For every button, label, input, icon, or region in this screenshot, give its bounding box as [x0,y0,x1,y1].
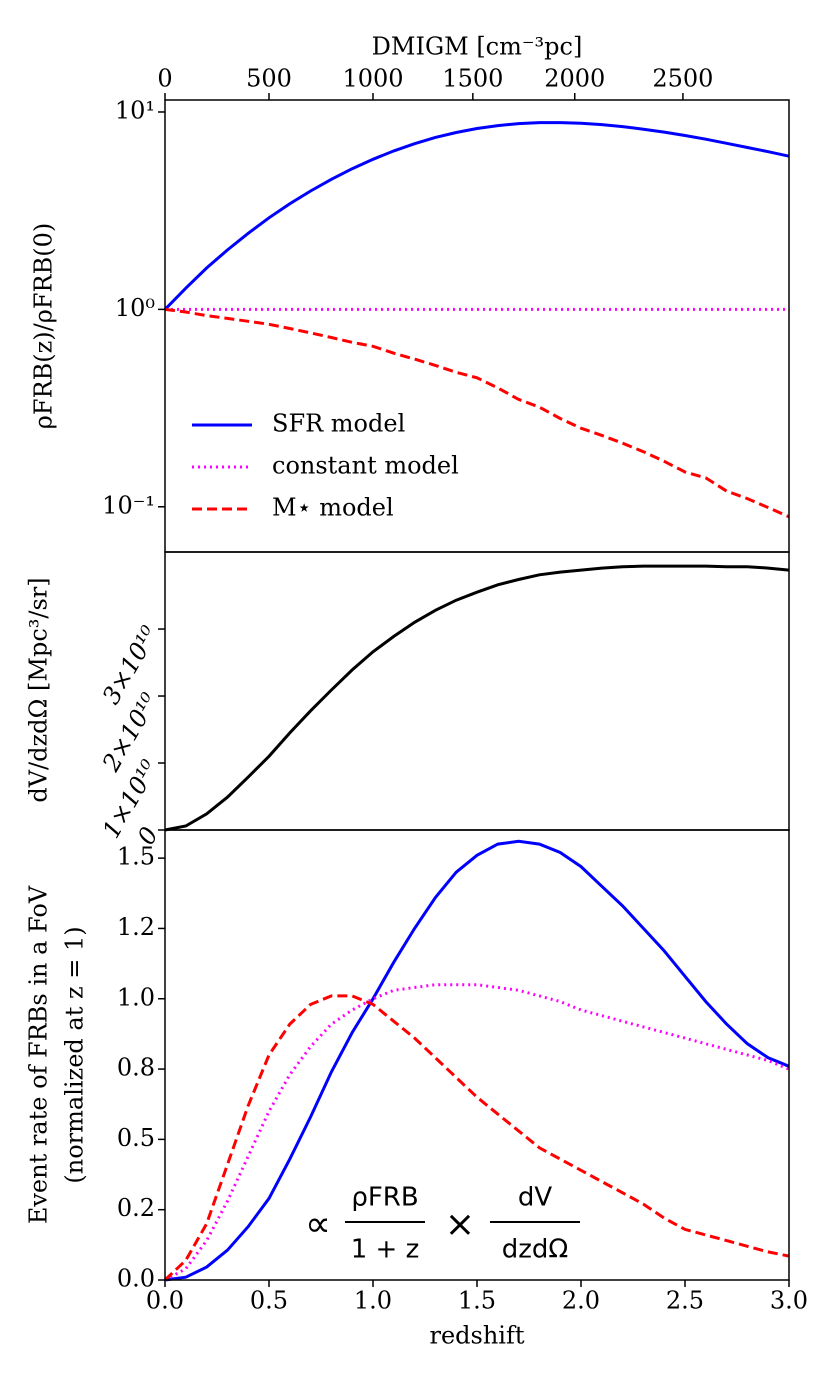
x2-tick-label: 500 [246,65,292,93]
y-tick-label: 1.2 [117,913,155,941]
annotation-text: ∝ [305,1204,331,1245]
y-tick-label: 10⁻¹ [102,491,155,519]
y-tick-label: 10⁰ [115,294,155,322]
annotation-text: dV [518,1183,553,1213]
y-tick-label: 0.0 [117,1265,155,1293]
annotation-text: ρFRB [351,1183,418,1213]
y-tick-label: 1.5 [117,843,155,871]
legend-label: constant model [272,452,459,480]
x-tick-label: 0.5 [250,1287,288,1315]
series-line [164,564,790,832]
x-axis-label: redshift [429,1322,524,1350]
x2-tick-label: 2500 [652,65,713,93]
annotation-text: dzdΩ [502,1235,569,1265]
y-tick-label: 0.8 [117,1054,155,1082]
legend-label: M⋆ model [272,494,394,522]
y-tick-label: 0.2 [117,1194,155,1222]
x-tick-label: 2.5 [666,1287,704,1315]
x-tick-label: 1.5 [458,1287,496,1315]
x2-tick-label: 2000 [544,65,605,93]
annotation-text: × [445,1204,475,1245]
series-line [163,994,790,1282]
x-tick-label: 3.0 [770,1287,808,1315]
y-tick-label: 1.0 [117,983,155,1011]
x-tick-label: 2.0 [562,1287,600,1315]
y-axis-label: dV/dzdΩ [Mpc³/sr] [25,577,53,802]
series-line [164,307,790,519]
series-line [163,121,790,311]
y-axis-label: (normalized at z = 1) [61,926,89,1183]
series-line [164,839,790,1282]
y-tick-label: 3×10¹⁰ [97,621,164,709]
annotation-text: 1 + z [351,1235,420,1265]
plot-frame [164,99,790,553]
y-tick-label: 0.5 [117,1124,155,1152]
legend-label: SFR model [272,410,405,438]
series-line [164,983,790,1282]
y-axis-label: Event rate of FRBs in a FoV [25,885,53,1224]
y-tick-label: 10¹ [115,96,155,124]
x2-tick-label: 1500 [442,65,503,93]
x-tick-label: 1.0 [354,1287,392,1315]
annotation: ∝ ρFRB 1 + z × dV dzdΩ [305,1183,580,1265]
x-tick-label: 0.0 [146,1287,184,1315]
y-axis-label: ρFRB(z)/ρFRB(0) [30,223,58,429]
plot-frame [164,829,790,1281]
x2-tick-label: 1000 [342,65,403,93]
x2-axis-label: DMIGM [cm⁻³pc] [372,33,583,61]
x2-tick-label: 0 [157,65,172,93]
